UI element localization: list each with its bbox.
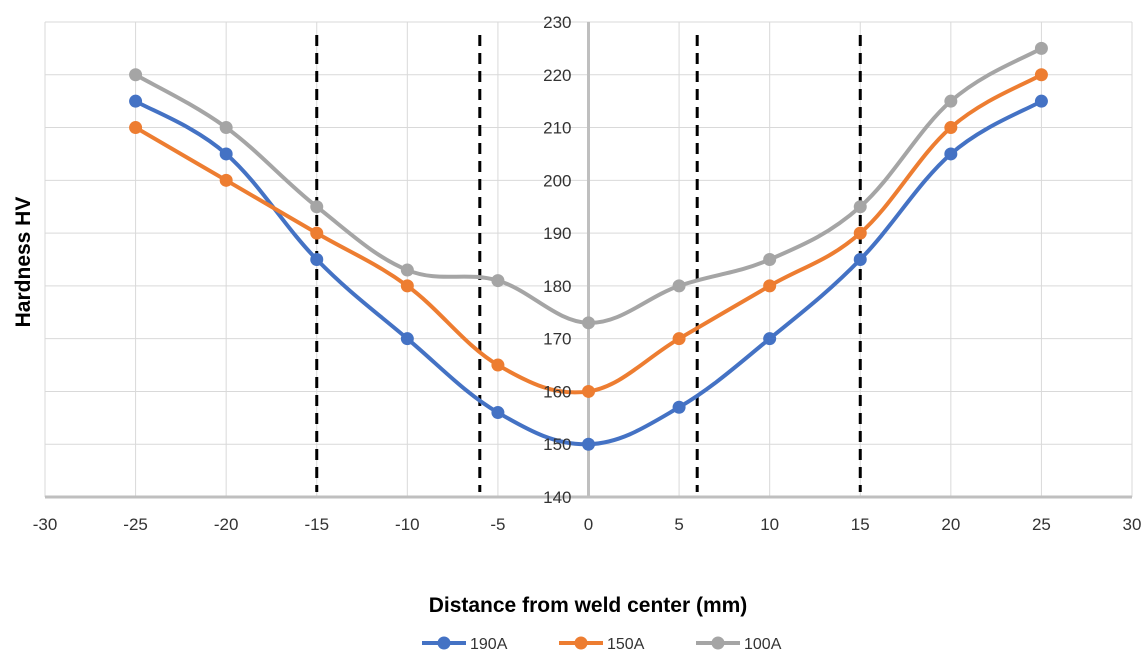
data-point-190a: [219, 147, 233, 161]
data-point-100a: [853, 200, 867, 214]
data-point-150a: [219, 173, 233, 187]
data-point-190a: [763, 332, 777, 346]
x-tick-label: -20: [214, 515, 239, 534]
data-point-100a: [400, 263, 414, 277]
legend-marker-150a: [574, 636, 588, 650]
data-point-100a: [672, 279, 686, 293]
data-point-150a: [310, 226, 324, 240]
axes: [45, 22, 1132, 499]
tick-labels: -30 -25 -20 -15 -10 -5 0 5 10 15 20 25 30 140 150 160 17…: [33, 13, 1142, 534]
data-point-150a: [400, 279, 414, 293]
data-point-150a: [491, 358, 505, 372]
data-point-190a: [491, 406, 505, 420]
data-point-190a: [582, 437, 595, 451]
data-point-150a: [582, 384, 595, 398]
x-tick-label: -25: [123, 515, 148, 534]
y-tick-label: 230: [543, 13, 571, 32]
data-point-100a: [1034, 41, 1048, 55]
data-point-190a: [944, 147, 958, 161]
x-tick-label: 30: [1123, 515, 1142, 534]
x-axis-title: Distance from weld center (mm): [429, 594, 748, 617]
x-tick-label: 10: [760, 515, 779, 534]
data-point-100a: [763, 253, 777, 266]
y-tick-label: 190: [543, 224, 571, 243]
data-point-150a: [763, 279, 777, 293]
data-point-190a: [400, 332, 414, 346]
x-tick-label: 5: [674, 515, 683, 534]
series-layer: [129, 41, 1048, 451]
y-tick-label: 180: [543, 277, 571, 296]
legend-label-190a: 190A: [470, 636, 508, 653]
data-point-150a: [1034, 68, 1048, 82]
y-tick-label: 210: [543, 119, 571, 138]
data-point-100a: [582, 316, 595, 330]
data-point-190a: [310, 253, 324, 266]
legend-marker-100a: [711, 636, 725, 650]
y-tick-label: 220: [543, 66, 571, 85]
y-tick-label: 160: [543, 382, 571, 401]
x-tick-label: 0: [584, 515, 593, 534]
legend-label-100a: 100A: [744, 636, 782, 653]
legend-marker-190a: [437, 636, 451, 650]
x-tick-label: 15: [851, 515, 870, 534]
data-point-190a: [672, 400, 686, 414]
x-tick-label: 20: [941, 515, 960, 534]
data-point-100a: [310, 200, 324, 214]
y-tick-label: 140: [543, 488, 571, 507]
data-point-150a: [129, 121, 143, 135]
y-tick-label: 150: [543, 435, 571, 454]
data-point-100a: [491, 274, 505, 288]
legend: 190A 150A 100A: [422, 636, 782, 653]
x-tick-label: -10: [395, 515, 420, 534]
data-point-190a: [853, 253, 867, 266]
data-point-190a: [1034, 94, 1048, 108]
data-point-190a: [129, 94, 143, 108]
x-tick-label: 25: [1032, 515, 1051, 534]
data-point-100a: [944, 94, 958, 108]
data-point-100a: [129, 68, 143, 82]
legend-label-150a: 150A: [607, 636, 645, 653]
vertical-dashed-markers: [315, 35, 862, 492]
data-point-150a: [944, 121, 958, 135]
x-tick-label: -5: [490, 515, 505, 534]
x-tick-label: -30: [33, 515, 58, 534]
data-point-150a: [672, 332, 686, 346]
y-tick-label: 170: [543, 330, 571, 349]
data-point-100a: [219, 121, 233, 135]
y-tick-label: 200: [543, 171, 571, 190]
data-point-150a: [853, 226, 867, 240]
y-axis-title: Hardness HV: [12, 197, 35, 328]
x-tick-label: -15: [304, 515, 329, 534]
